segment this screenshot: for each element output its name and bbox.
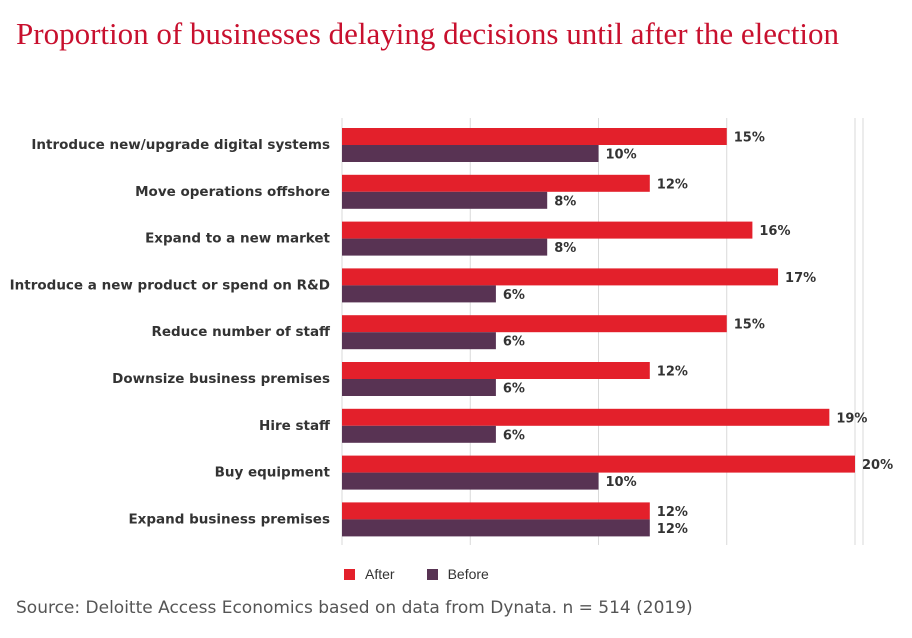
bar-chart: Introduce new/upgrade digital systems 15%…	[10, 118, 893, 545]
legend-item-after: After	[344, 566, 395, 582]
labels: Introduce new/upgrade digital systems 15%…	[10, 131, 893, 537]
category-label: Downsize business premises	[112, 371, 330, 387]
value-label: 12%	[657, 177, 688, 192]
bar-before	[342, 285, 496, 303]
legend-swatch-after	[344, 568, 355, 580]
bar-before	[342, 145, 599, 162]
value-label: 10%	[606, 148, 637, 163]
value-label: 15%	[734, 131, 765, 146]
value-label: 12%	[657, 365, 688, 380]
value-label: 20%	[862, 458, 893, 473]
value-label: 6%	[503, 335, 525, 350]
category-label: Hire staff	[259, 418, 331, 434]
value-label: 16%	[759, 224, 790, 239]
value-label: 10%	[606, 475, 637, 490]
value-label: 15%	[734, 318, 765, 333]
category-label: Reduce number of staff	[151, 324, 331, 340]
bar-after	[342, 128, 727, 145]
value-label: 12%	[657, 522, 688, 537]
bar-before	[342, 425, 496, 443]
category-label: Expand to a new market	[145, 231, 330, 247]
value-label: 12%	[657, 505, 688, 520]
legend-item-before: Before	[426, 566, 489, 582]
bar-before	[342, 519, 650, 537]
bar-after	[342, 221, 753, 239]
bar-after	[342, 502, 650, 520]
bar-after	[342, 408, 830, 426]
bar-after	[342, 455, 855, 473]
value-label: 8%	[554, 241, 576, 256]
category-label: Expand business premises	[128, 511, 330, 527]
category-label: Introduce new/upgrade digital systems	[31, 137, 330, 153]
bar-after	[342, 174, 650, 192]
bar-before	[342, 238, 548, 256]
category-label: Introduce a new product or spend on R&D	[10, 277, 330, 293]
bar-before	[342, 191, 548, 209]
bars	[342, 128, 855, 537]
value-label: 8%	[554, 194, 576, 209]
category-label: Buy equipment	[215, 465, 331, 481]
bar-after	[342, 362, 650, 379]
legend-swatch-before	[426, 568, 438, 580]
legend: After Before	[344, 566, 489, 582]
category-label: Move operations offshore	[135, 184, 330, 200]
value-label: 19%	[836, 411, 867, 426]
chart-title: Proportion of businesses delaying decisi…	[16, 16, 840, 51]
legend-label-after: After	[365, 566, 395, 582]
bar-before	[342, 472, 599, 490]
bar-after	[342, 315, 727, 333]
bar-before	[342, 379, 496, 396]
value-label: 6%	[503, 382, 525, 397]
source-note: Source: Deloitte Access Economics based …	[16, 598, 693, 618]
bar-after	[342, 268, 779, 286]
value-label: 6%	[503, 428, 525, 443]
value-label: 17%	[785, 271, 816, 286]
value-label: 6%	[503, 288, 525, 303]
legend-label-before: Before	[447, 566, 489, 582]
bar-before	[342, 332, 496, 350]
